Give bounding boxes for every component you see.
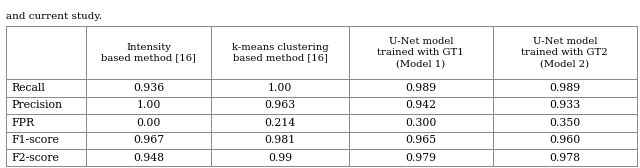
Text: 0.989: 0.989 (549, 83, 580, 93)
Text: FPR: FPR (12, 118, 35, 128)
Text: F1-score: F1-score (12, 135, 60, 145)
Text: 0.979: 0.979 (405, 153, 436, 163)
Text: U-Net model
trained with GT1
(Model 1): U-Net model trained with GT1 (Model 1) (378, 37, 464, 68)
Text: 0.350: 0.350 (549, 118, 580, 128)
Text: 0.936: 0.936 (133, 83, 164, 93)
Text: 0.981: 0.981 (264, 135, 296, 145)
Text: 0.978: 0.978 (549, 153, 580, 163)
Text: 0.989: 0.989 (405, 83, 436, 93)
Text: 0.963: 0.963 (264, 100, 296, 110)
Text: 0.967: 0.967 (133, 135, 164, 145)
Text: 1.00: 1.00 (136, 100, 161, 110)
Text: 0.965: 0.965 (405, 135, 436, 145)
Text: k-means clustering
based method [16]: k-means clustering based method [16] (232, 43, 328, 63)
Text: Intensity
based method [16]: Intensity based method [16] (101, 43, 196, 63)
Text: 0.948: 0.948 (133, 153, 164, 163)
Text: 0.99: 0.99 (268, 153, 292, 163)
Text: Recall: Recall (12, 83, 45, 93)
Text: U-Net model
trained with GT2
(Model 2): U-Net model trained with GT2 (Model 2) (522, 37, 608, 68)
Text: 0.942: 0.942 (405, 100, 436, 110)
Text: F2-score: F2-score (12, 153, 60, 163)
Text: Precision: Precision (12, 100, 63, 110)
Text: 0.933: 0.933 (549, 100, 580, 110)
Text: 1.00: 1.00 (268, 83, 292, 93)
Text: 0.300: 0.300 (405, 118, 436, 128)
Text: 0.214: 0.214 (264, 118, 296, 128)
Text: and current study.: and current study. (6, 12, 102, 21)
Text: 0.960: 0.960 (549, 135, 580, 145)
Text: 0.00: 0.00 (136, 118, 161, 128)
